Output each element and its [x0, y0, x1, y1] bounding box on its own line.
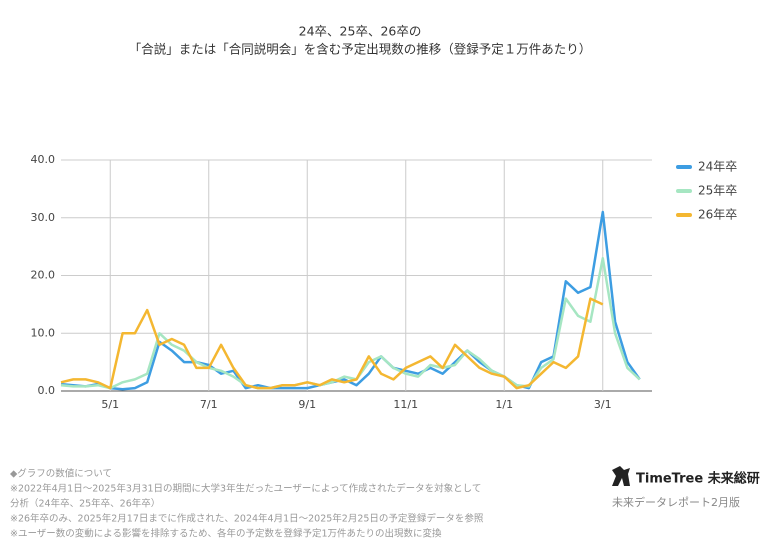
note: ※ユーザー数の変動による影響を排除するため、各年の予定数を登録予定1万件あたりの… [10, 528, 442, 540]
x-tick-label: 1/1 [495, 398, 513, 411]
x-tick-label: 9/1 [298, 398, 316, 411]
logo-icon [612, 466, 630, 486]
x-tick-label: 11/1 [393, 398, 418, 411]
note: ※2022年4月1日〜2025年3月31日の期間に大学3年生だったユーザーによっ… [10, 483, 481, 495]
y-tick-label: 40.0 [31, 153, 56, 166]
x-tick-label: 5/1 [101, 398, 119, 411]
note: 分析（24年卒、25年卒、26年卒） [10, 498, 160, 510]
y-tick-label: 20.0 [31, 269, 56, 282]
series-line [60, 297, 604, 390]
footer-bg [0, 462, 768, 546]
x-tick-label: 7/1 [200, 398, 218, 411]
series-line [60, 210, 641, 391]
legend-label: 26年卒 [698, 208, 737, 222]
y-tick-label: 30.0 [31, 211, 56, 224]
brand: TimeTree 未来総研 [636, 471, 760, 487]
y-tick-label: 10.0 [31, 326, 56, 339]
series-line [60, 256, 641, 390]
report-name: 未来データレポート2月版 [612, 495, 740, 509]
x-tick-label: 3/1 [594, 398, 612, 411]
note: ◆グラフの数値について [10, 468, 112, 480]
chart-title: 24卒、25卒、26卒の [299, 24, 422, 39]
legend-label: 24年卒 [698, 160, 737, 174]
y-tick-label: 0.0 [38, 384, 56, 397]
chart-subtitle: 「合説」または「合同説明会」を含む予定出現数の推移（登録予定１万件あたり） [129, 42, 592, 57]
legend-label: 25年卒 [698, 184, 737, 198]
note: ※26年卒のみ、2025年2月17日までに作成された、2024年4月1日〜202… [10, 513, 484, 525]
